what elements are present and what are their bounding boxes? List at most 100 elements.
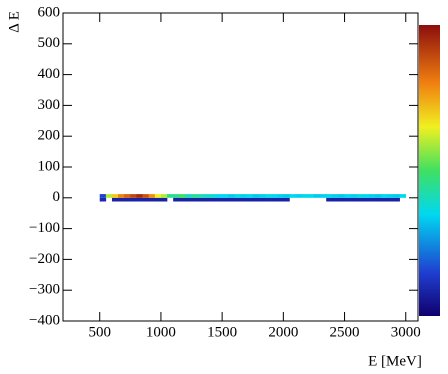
heat-cell	[148, 194, 156, 198]
x-tick-label: 500	[88, 324, 111, 340]
y-tick-label: 200	[38, 128, 61, 144]
heat-cell	[209, 197, 217, 202]
heat-cell	[118, 194, 125, 198]
heat-cell	[240, 197, 247, 202]
heat-cell	[99, 197, 107, 202]
y-axis-title: Δ E	[6, 11, 22, 33]
heat-cell	[387, 197, 394, 202]
heat-cell	[271, 194, 278, 198]
heat-cell	[136, 197, 143, 202]
heat-cell	[228, 197, 235, 202]
heat-cell	[283, 197, 290, 202]
heat-cell	[301, 194, 309, 198]
heat-cell	[142, 197, 149, 202]
y-tick-label: −100	[29, 220, 60, 236]
heat-cell	[399, 194, 407, 198]
heat-cell	[197, 194, 205, 198]
heat-cell	[154, 197, 162, 202]
heat-cell	[185, 197, 192, 202]
heat-cell	[222, 197, 229, 202]
y-tick-label: −300	[29, 282, 60, 298]
heat-cell	[320, 194, 327, 198]
heat-cell	[295, 194, 303, 198]
heat-cell	[326, 197, 333, 202]
y-tick-label: −200	[29, 251, 60, 267]
heat-cell	[375, 197, 382, 202]
x-tick-label: 2000	[268, 324, 298, 340]
heat-cell	[130, 197, 137, 202]
heat-cell	[362, 197, 370, 202]
heat-cell	[203, 194, 211, 198]
y-tick-label: 500	[38, 35, 61, 51]
heat-cell	[252, 194, 260, 198]
heat-cell	[369, 194, 376, 198]
heat-cell	[326, 194, 333, 198]
heat-cell	[118, 197, 125, 202]
heat-cell	[203, 197, 211, 202]
heat-cell	[277, 194, 284, 198]
y-tick-label: 400	[38, 66, 61, 82]
x-tick-label: 1000	[146, 324, 176, 340]
heat-cell	[160, 197, 168, 202]
heat-cell	[332, 197, 339, 202]
y-tick-label: 300	[38, 97, 61, 113]
heat-cell	[191, 194, 198, 198]
heat-cell	[313, 194, 321, 198]
heat-cell	[338, 194, 345, 198]
heat-cell	[381, 197, 388, 202]
heat-cell	[216, 197, 223, 202]
heat-cell	[246, 194, 254, 198]
heat-cell	[234, 194, 241, 198]
heat-cell	[393, 194, 400, 198]
heat-cell	[234, 197, 241, 202]
heat-cell	[216, 194, 223, 198]
heat-cell	[264, 194, 272, 198]
heat-cell	[264, 197, 272, 202]
heat-cell	[148, 197, 156, 202]
heat-cell	[252, 197, 260, 202]
x-tick-label: 2500	[330, 324, 360, 340]
heat-cell	[338, 197, 345, 202]
heat-cell	[105, 194, 113, 198]
heat-cell	[381, 194, 388, 198]
heat-cell	[393, 197, 400, 202]
heat-cell	[258, 194, 266, 198]
heat-cell	[350, 197, 358, 202]
heat-cell	[283, 194, 290, 198]
heat-cell	[142, 194, 149, 198]
heat-cell	[124, 194, 131, 198]
heat-cell	[240, 194, 247, 198]
heat-cell	[228, 194, 235, 198]
heat-cell	[99, 194, 107, 198]
heat-cell	[375, 194, 382, 198]
x-tick-label: 1500	[207, 324, 237, 340]
heat-cell	[130, 194, 137, 198]
y-tick-label: 100	[38, 158, 61, 174]
x-tick-label: 3000	[391, 324, 421, 340]
heat-cell	[173, 194, 180, 198]
heat-cell	[111, 197, 119, 202]
plot-frame	[62, 12, 419, 322]
heat-cell	[332, 194, 339, 198]
heat-cell	[369, 197, 376, 202]
heat-cell	[307, 194, 315, 198]
heat-cell	[197, 197, 205, 202]
heat-cell	[111, 194, 119, 198]
heat-cell	[124, 197, 131, 202]
heat-cell	[350, 194, 358, 198]
y-tick-label: 0	[53, 189, 61, 205]
heat-cell	[167, 194, 174, 198]
heat-cell	[271, 197, 278, 202]
heat-cell	[356, 197, 364, 202]
heat-cell	[179, 197, 186, 202]
heat-cell	[154, 194, 162, 198]
heat-cell	[246, 197, 254, 202]
y-tick-label: −400	[29, 312, 60, 328]
heat-cell	[173, 197, 180, 202]
color-bar	[419, 25, 440, 316]
x-axis-title: E [MeV]	[368, 353, 422, 369]
heat-cell	[289, 194, 296, 198]
heat-cell	[387, 194, 394, 198]
